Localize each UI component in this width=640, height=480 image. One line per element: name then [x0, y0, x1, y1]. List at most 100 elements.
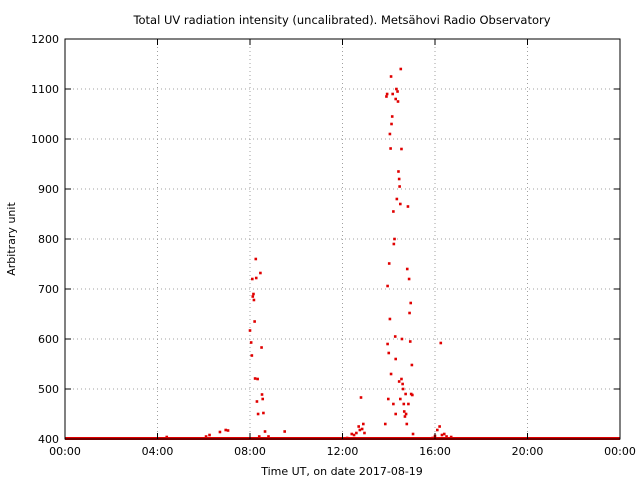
data-point — [386, 284, 389, 288]
data-point — [251, 295, 255, 298]
data-point — [224, 428, 228, 432]
data-point — [399, 202, 402, 206]
data-point — [254, 257, 258, 261]
data-points — [165, 67, 453, 440]
data-point — [260, 346, 263, 349]
data-point — [400, 337, 404, 341]
data-point — [411, 393, 414, 397]
data-point — [385, 95, 388, 98]
data-point — [204, 435, 208, 438]
data-point — [436, 428, 439, 432]
x-tick-label: 00:00 — [604, 445, 636, 458]
x-axis-label: Time UT, on date 2017-08-19 — [260, 465, 423, 478]
data-point — [261, 397, 265, 401]
y-tick-label: 900 — [38, 183, 59, 196]
data-point — [405, 422, 409, 426]
data-point — [262, 411, 265, 415]
data-point — [411, 432, 415, 436]
data-point — [396, 100, 400, 103]
data-point — [394, 357, 397, 361]
data-point — [409, 301, 413, 305]
y-tick-label: 800 — [38, 233, 59, 246]
data-point — [390, 115, 394, 118]
data-point — [399, 67, 403, 71]
data-point — [386, 342, 389, 346]
data-point — [358, 428, 362, 432]
data-point — [385, 92, 389, 96]
data-point — [218, 430, 222, 434]
data-point — [252, 292, 255, 296]
tick-labels: 00:00 04:00 08:00 12:00 16:00 20:00 00:0040050… — [31, 33, 636, 458]
y-axis-label: Arbitrary unit — [5, 202, 18, 276]
data-point — [392, 210, 395, 213]
data-point — [249, 341, 253, 344]
data-point — [449, 435, 453, 439]
data-point — [440, 433, 444, 437]
data-point — [257, 435, 261, 438]
data-point — [253, 320, 256, 323]
data-point — [388, 132, 392, 136]
data-point — [352, 433, 356, 437]
data-point — [357, 425, 360, 428]
data-point — [254, 276, 258, 280]
data-point — [390, 122, 393, 126]
data-point — [256, 377, 259, 381]
x-tick-label: 16:00 — [419, 445, 451, 458]
data-point — [165, 435, 169, 439]
data-point — [401, 382, 404, 386]
data-point — [389, 75, 393, 78]
data-point — [251, 277, 254, 281]
data-point — [438, 425, 441, 428]
grid-lines — [65, 39, 620, 439]
data-point — [406, 205, 410, 208]
data-point — [400, 377, 403, 381]
data-point — [355, 431, 358, 435]
y-tick-label: 1000 — [31, 133, 59, 146]
axis-ticks — [64, 38, 621, 440]
data-point — [407, 277, 411, 281]
data-point — [395, 87, 398, 91]
data-point — [248, 329, 252, 332]
x-tick-label: 20:00 — [512, 445, 544, 458]
data-point — [387, 351, 391, 355]
data-point — [250, 354, 254, 357]
data-point — [398, 185, 401, 188]
data-point — [208, 433, 211, 437]
data-point — [395, 197, 399, 201]
data-point — [396, 90, 399, 93]
data-point — [404, 412, 408, 416]
data-point — [445, 435, 448, 438]
data-point — [391, 92, 394, 96]
data-point — [350, 432, 354, 436]
data-point — [253, 377, 257, 380]
data-point — [397, 170, 400, 173]
data-point — [410, 363, 414, 367]
data-point — [389, 372, 393, 376]
data-point — [442, 432, 446, 436]
y-tick-label: 1100 — [31, 83, 59, 96]
data-point — [383, 422, 387, 426]
data-point — [439, 341, 443, 345]
x-tick-label: 12:00 — [327, 445, 359, 458]
data-point — [397, 177, 401, 181]
data-point — [402, 402, 406, 406]
data-point — [263, 430, 267, 433]
data-point — [407, 402, 410, 406]
data-point — [394, 97, 397, 101]
data-point — [388, 317, 392, 321]
chart-title: Total UV radiation intensity (uncalibrat… — [132, 13, 550, 27]
data-point — [283, 430, 286, 433]
data-point — [252, 298, 256, 302]
data-point — [404, 392, 407, 396]
data-point — [401, 387, 405, 391]
data-point — [359, 396, 363, 399]
data-point — [403, 415, 407, 418]
data-point — [389, 147, 392, 150]
data-point — [260, 393, 264, 396]
x-tick-label: 00:00 — [49, 445, 81, 458]
data-point — [226, 429, 230, 432]
data-point — [402, 410, 406, 413]
data-point — [431, 436, 434, 440]
data-point — [362, 422, 365, 426]
